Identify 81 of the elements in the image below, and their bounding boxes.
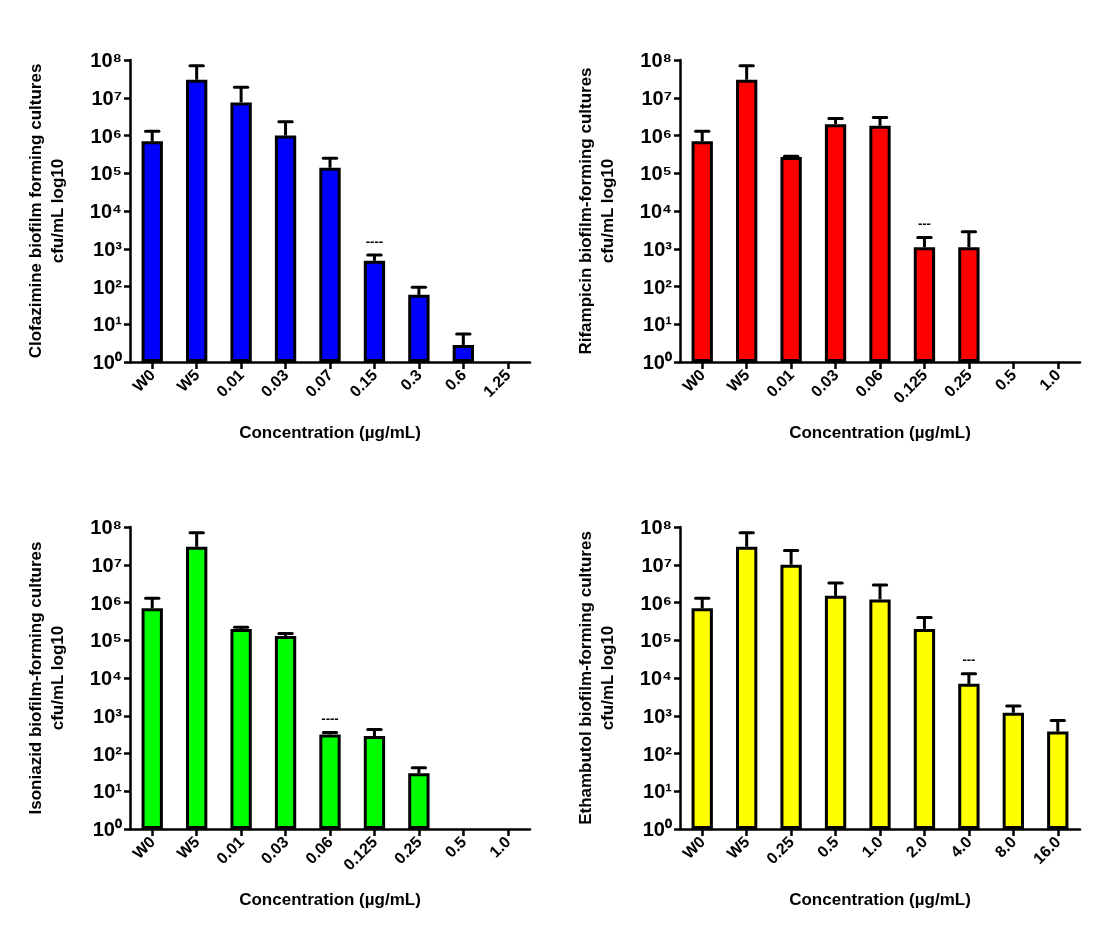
x-tick-label: 1.0 (858, 832, 887, 861)
y-tick-label: 10⁶ (90, 591, 122, 614)
y-tick-label: 10⁷ (641, 553, 672, 576)
y-tick-label: 10³ (93, 237, 123, 260)
y-tick-label: 10⁸ (90, 49, 122, 71)
y-tick-label: 10⁴ (639, 667, 672, 689)
x-tick-label: 0.06 (301, 832, 337, 868)
x-tick-label: W5 (723, 832, 753, 862)
x-tick-label: 16.0 (1029, 832, 1064, 868)
y-axis-title: Rifampicin biofilm-forming cultures cfu/mL log10 (575, 67, 617, 355)
y-axis-title: Isoniazid biofilm-forming cultures cfu/mL log10 (25, 541, 67, 815)
y-tick-label: 10⁴ (639, 200, 672, 222)
y-tick-label: 10² (643, 275, 673, 298)
x-tick-label: 0.06 (851, 365, 887, 401)
x-tick-label: 2.0 (902, 832, 931, 861)
y-tick-label: 10² (93, 275, 123, 298)
x-tick-label: W0 (129, 365, 159, 395)
x-tick-label: 0.07 (301, 365, 337, 401)
x-tick-label: 0.01 (213, 365, 248, 401)
x-tick-label: 0.5 (441, 832, 470, 861)
y-tick-label: 10⁷ (91, 553, 122, 576)
y-tick-label: 10⁵ (90, 162, 122, 185)
y-tick-label: 10³ (93, 704, 123, 727)
x-tick-label: W0 (129, 832, 159, 862)
x-tick-label: 0.25 (763, 832, 798, 868)
y-tick-label: 10⁵ (640, 629, 672, 652)
x-tick-label: 0.25 (390, 832, 425, 868)
x-tick-label: 0.5 (813, 832, 842, 861)
y-tick-label: 10⁰ (642, 351, 672, 373)
y-axis-title: Clofazimine biofilm forming cultures cfu/mL log10 (25, 63, 67, 359)
x-axis-title: Concentration (µg/mL) (239, 423, 421, 442)
y-axis-title: Ethambutol biofilm-forming cultures cfu/mL log10 (575, 531, 617, 825)
y-tick-label: 10¹ (93, 313, 123, 336)
annotation: --- (917, 215, 931, 231)
y-tick-label: 10⁰ (642, 818, 672, 840)
y-tick-label: 10⁵ (90, 629, 122, 652)
y-tick-label: 10⁶ (640, 124, 672, 147)
y-tick-label: 10¹ (93, 780, 123, 803)
x-tick-label: 4.0 (947, 832, 975, 861)
x-tick-label: 0.03 (257, 832, 292, 868)
annotation: ---- (321, 711, 339, 726)
y-tick-label: 10² (643, 742, 673, 765)
x-axis-title: Concentration (µg/mL) (789, 890, 971, 909)
x-tick-label: 0.03 (257, 365, 292, 401)
y-tick-label: 10⁵ (640, 162, 672, 185)
x-tick-label: 1.0 (486, 832, 514, 861)
x-tick-label: 8.0 (991, 832, 1020, 861)
x-tick-label: 0.25 (940, 365, 975, 401)
x-tick-label: 0.3 (397, 365, 425, 394)
annotation: ---- (365, 233, 384, 249)
x-tick-label: 0.01 (213, 832, 248, 868)
y-tick-label: 10² (93, 742, 123, 765)
y-tick-label: 10⁷ (91, 86, 122, 109)
y-tick-label: 10⁸ (90, 516, 122, 538)
y-tick-label: 10⁰ (92, 818, 122, 840)
x-tick-label: 0.5 (991, 365, 1020, 394)
x-tick-label: 0.15 (346, 365, 381, 401)
y-tick-label: 10¹ (643, 313, 673, 336)
y-tick-label: 10³ (643, 704, 673, 727)
y-tick-label: 10⁸ (640, 516, 672, 538)
annotation: --- (962, 652, 976, 668)
x-tick-label: 0.6 (441, 365, 470, 394)
y-tick-label: 10⁸ (640, 49, 672, 71)
x-tick-label: 1.0 (1036, 365, 1064, 394)
x-tick-label: 0.01 (763, 365, 798, 401)
x-tick-label: W5 (723, 365, 753, 395)
x-axis-title: Concentration (µg/mL) (239, 890, 421, 909)
y-tick-label: 10⁶ (90, 124, 122, 147)
x-tick-label: W5 (173, 365, 203, 395)
y-tick-label: 10³ (643, 237, 673, 260)
x-tick-label: 0.03 (807, 365, 842, 401)
x-tick-label: W0 (679, 365, 709, 395)
x-tick-label: W5 (173, 832, 203, 862)
x-axis-title: Concentration (µg/mL) (789, 423, 971, 442)
y-tick-label: 10⁷ (641, 86, 672, 109)
y-tick-label: 10⁴ (89, 667, 122, 689)
y-tick-label: 10¹ (643, 780, 673, 803)
y-tick-label: 10⁰ (92, 351, 122, 373)
x-tick-label: W0 (679, 832, 709, 862)
y-tick-label: 10⁶ (640, 591, 672, 614)
y-tick-label: 10⁴ (89, 200, 122, 222)
